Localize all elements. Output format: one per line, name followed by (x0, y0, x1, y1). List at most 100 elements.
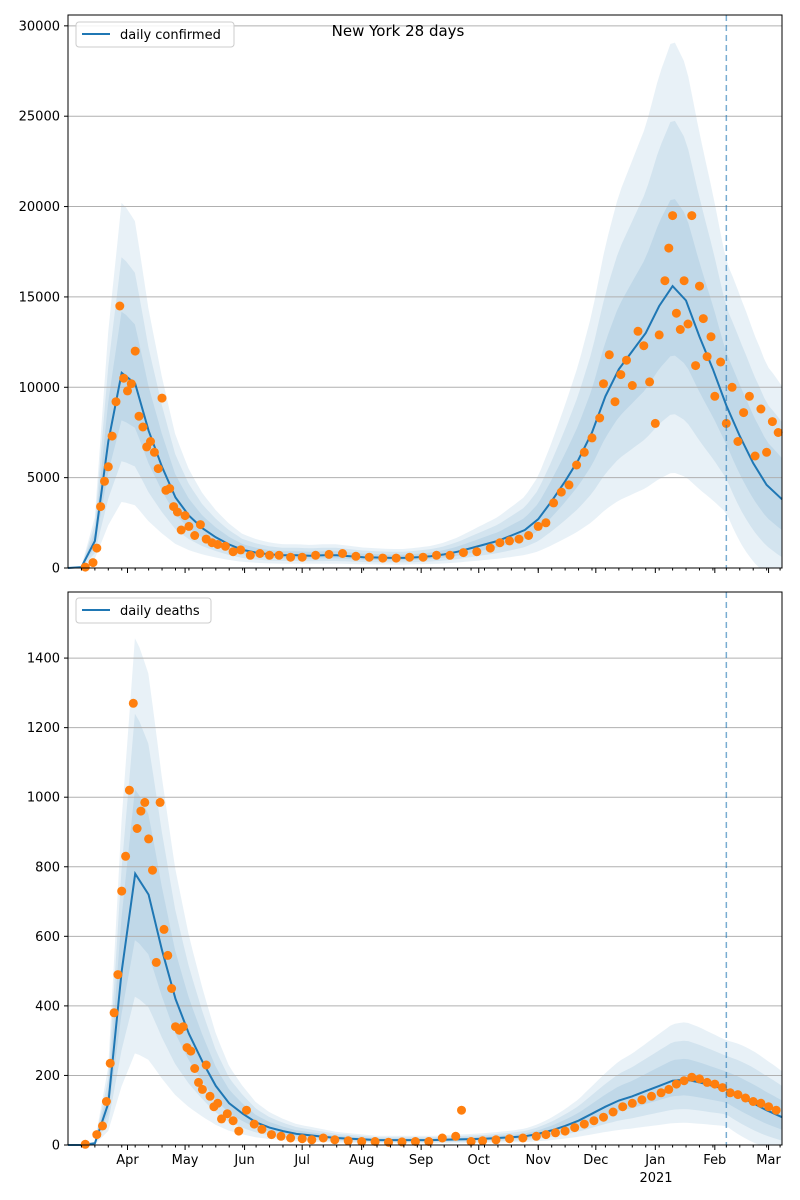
data-point (242, 1105, 251, 1115)
chart-title: New York 28 days (332, 22, 465, 40)
data-point (151, 957, 161, 967)
data-point (706, 332, 716, 342)
x-tick-label: Feb (703, 1153, 726, 1168)
data-point (756, 404, 766, 414)
data-point (773, 428, 783, 437)
data-point (307, 1135, 317, 1145)
data-point (741, 1093, 750, 1103)
data-point (165, 484, 175, 493)
data-point (157, 393, 167, 403)
data-point (159, 924, 169, 934)
confirmed-axes (67, 14, 783, 569)
data-point (718, 1083, 727, 1093)
data-point (505, 536, 514, 546)
deaths-observed-points (80, 698, 781, 1149)
data-point (604, 350, 614, 360)
data-point (111, 397, 121, 407)
data-point (180, 511, 190, 521)
data-point (117, 886, 127, 896)
x-year-label: 2021 (639, 1171, 672, 1186)
data-point (633, 326, 643, 336)
data-point (136, 806, 146, 816)
data-point (132, 824, 142, 833)
data-point (405, 552, 415, 562)
data-point (370, 1137, 380, 1146)
data-point (236, 545, 246, 555)
data-point (679, 276, 689, 286)
data-point (727, 382, 737, 392)
x-tick-label: Apr (116, 1153, 139, 1168)
data-point (297, 552, 307, 562)
data-point (683, 319, 693, 329)
data-point (153, 464, 163, 474)
data-point (457, 1105, 466, 1115)
data-point (213, 1098, 223, 1108)
data-point (650, 418, 660, 428)
data-point (257, 1124, 267, 1134)
y-tick-label: 25000 (19, 110, 60, 125)
y-tick-label: 200 (35, 1069, 60, 1084)
data-point (472, 547, 482, 557)
data-point (556, 487, 566, 497)
data-point (541, 1130, 551, 1140)
data-point (149, 447, 159, 457)
uncertainty-band (68, 120, 782, 569)
data-point (391, 553, 401, 563)
x-tick-label: Jun (233, 1153, 254, 1168)
confirmed-uncertainty-bands (68, 42, 782, 569)
legend-label-confirmed: daily confirmed (120, 28, 221, 43)
data-point (698, 314, 708, 324)
uncertainty-band (68, 713, 782, 1145)
data-point (115, 301, 125, 311)
data-point (92, 1130, 102, 1140)
data-point (274, 550, 284, 560)
data-point (126, 379, 136, 389)
data-point (710, 391, 720, 401)
confirmed-legend: daily confirmed (75, 21, 235, 48)
data-point (524, 531, 534, 540)
data-point (541, 518, 551, 528)
legend-box (75, 597, 212, 624)
data-point (656, 1088, 666, 1098)
deaths-gridlines (68, 657, 782, 1076)
data-point (647, 1091, 656, 1101)
data-point (744, 391, 754, 401)
data-point (495, 538, 505, 548)
data-point (491, 1135, 501, 1145)
data-point (771, 1105, 781, 1115)
data-point (533, 521, 543, 531)
data-point (163, 950, 173, 960)
data-point (668, 211, 678, 221)
data-point (265, 550, 274, 560)
data-point (119, 373, 129, 383)
data-point (432, 550, 441, 560)
data-point (518, 1133, 528, 1143)
data-point (384, 1137, 393, 1147)
data-point (148, 865, 157, 875)
data-point (627, 1098, 637, 1108)
data-point (130, 346, 140, 356)
data-point (121, 851, 131, 861)
uncertainty-band (68, 199, 782, 568)
data-point (88, 558, 98, 568)
y-tick-label: 10000 (19, 381, 60, 396)
y-tick-label: 5000 (27, 471, 60, 486)
data-point (695, 1074, 704, 1084)
data-point (560, 1126, 570, 1136)
data-point (80, 562, 90, 572)
axes-frame (67, 14, 783, 569)
data-point (627, 381, 637, 390)
data-point (134, 411, 144, 421)
data-point (176, 525, 186, 535)
data-point (551, 1128, 560, 1138)
data-point (695, 281, 704, 291)
data-point (505, 1134, 514, 1144)
data-point (458, 548, 468, 558)
data-point (579, 1119, 589, 1129)
data-point (197, 1084, 207, 1094)
y-tick-label: 20000 (19, 200, 60, 215)
x-tick-label: Oct (467, 1153, 489, 1168)
data-point (687, 211, 697, 221)
data-point (437, 1133, 447, 1143)
data-point (201, 1060, 211, 1070)
